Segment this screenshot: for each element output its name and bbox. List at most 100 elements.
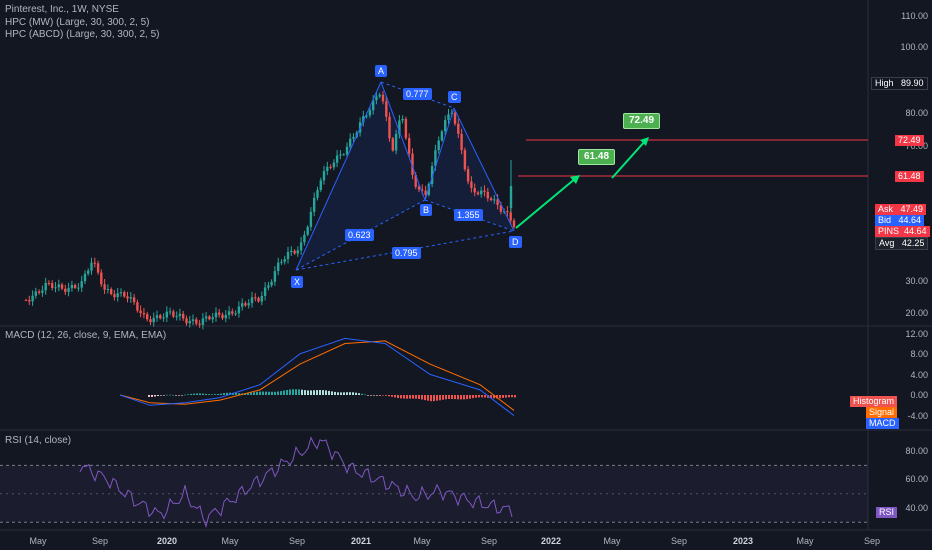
time-tick-label: May bbox=[796, 536, 814, 546]
histogram-bar bbox=[352, 392, 354, 395]
pattern-bcd-fill bbox=[425, 108, 514, 231]
histogram-bar bbox=[514, 395, 516, 398]
candle-body bbox=[54, 287, 57, 289]
candle-body bbox=[31, 295, 34, 302]
candle-body bbox=[391, 138, 394, 151]
candle-body bbox=[67, 288, 70, 292]
candle-body bbox=[434, 150, 437, 167]
candle-body bbox=[453, 112, 457, 124]
histogram-bar bbox=[238, 393, 240, 395]
histogram-bar bbox=[319, 390, 321, 395]
candle-body bbox=[119, 292, 123, 294]
candle-body bbox=[345, 146, 349, 155]
candle-body bbox=[149, 319, 152, 323]
signal-line bbox=[119, 340, 515, 411]
macd-tick-label: 0.00 bbox=[910, 390, 928, 400]
indicator-legend-mw[interactable]: HPC (MW) (Large, 30, 300, 2, 5) bbox=[5, 17, 150, 28]
histogram-bar bbox=[370, 395, 372, 396]
histogram-bar bbox=[295, 389, 297, 395]
rsi-legend[interactable]: RSI (14, close) bbox=[5, 435, 72, 446]
target1-axis-tag: 61.48 bbox=[895, 171, 924, 182]
histogram-bar bbox=[151, 395, 153, 397]
histogram-bar bbox=[469, 395, 471, 399]
candle-body bbox=[270, 281, 273, 286]
candle-body bbox=[283, 259, 286, 262]
candle-body bbox=[322, 171, 326, 181]
histogram-bar bbox=[484, 395, 486, 398]
histogram-bar bbox=[427, 395, 429, 401]
candle-body bbox=[47, 283, 51, 284]
histogram-bar bbox=[424, 395, 426, 401]
histogram-bar bbox=[217, 394, 219, 395]
candle-body bbox=[411, 153, 414, 175]
candle-body bbox=[129, 297, 132, 299]
target2-axis-tag: 72.49 bbox=[895, 135, 924, 146]
pattern-point-a: A bbox=[375, 65, 388, 77]
histogram-bar bbox=[202, 393, 204, 395]
pattern-leg-xa bbox=[295, 81, 382, 271]
histogram-bar bbox=[355, 392, 357, 395]
time-tick-label: 2023 bbox=[732, 536, 754, 546]
histogram-bar bbox=[340, 392, 342, 395]
histogram-bar bbox=[349, 392, 351, 395]
histogram-bar bbox=[490, 395, 492, 399]
candle-body bbox=[319, 180, 322, 190]
price-tick-label: 100.00 bbox=[900, 42, 928, 52]
pattern-point-c: C bbox=[448, 91, 461, 103]
candle-body bbox=[421, 189, 424, 191]
candle-body bbox=[70, 285, 74, 289]
histogram-bar bbox=[376, 395, 378, 396]
time-tick-label: May bbox=[29, 536, 47, 546]
histogram-bar bbox=[304, 390, 306, 395]
histogram-bar bbox=[343, 392, 345, 395]
candle-body bbox=[388, 116, 391, 139]
histogram-bar bbox=[268, 391, 270, 395]
candle-body bbox=[204, 316, 208, 319]
candle-body bbox=[224, 314, 227, 319]
histogram-bar bbox=[220, 393, 222, 395]
macd-tick-label: 8.00 bbox=[910, 349, 928, 359]
histogram-bar bbox=[313, 390, 315, 395]
macd-legend[interactable]: MACD (12, 26, close, 9, EMA, EMA) bbox=[5, 330, 167, 341]
grid-lines bbox=[0, 0, 932, 531]
candle-body bbox=[306, 226, 309, 235]
indicator-legend-abcd[interactable]: HPC (ABCD) (Large, 30, 300, 2, 5) bbox=[5, 29, 160, 40]
histogram-bar bbox=[259, 391, 261, 395]
candle-body bbox=[132, 297, 136, 303]
candle-body bbox=[185, 318, 188, 324]
candle-body bbox=[466, 169, 470, 182]
time-tick-label: 2022 bbox=[540, 536, 562, 546]
histogram-bar bbox=[382, 395, 384, 396]
candle-body bbox=[51, 283, 54, 288]
candle-body bbox=[499, 205, 503, 212]
candle-body bbox=[424, 190, 427, 195]
time-tick-label: May bbox=[221, 536, 239, 546]
candle-body bbox=[506, 211, 509, 213]
candle-body bbox=[28, 300, 31, 302]
candle-body bbox=[483, 190, 486, 192]
candle-body bbox=[188, 321, 191, 324]
candle-body bbox=[136, 302, 139, 311]
histogram-bar bbox=[262, 391, 264, 395]
histogram-bar bbox=[301, 389, 303, 395]
histogram-bar bbox=[265, 391, 267, 395]
histogram-bar bbox=[277, 391, 279, 395]
histogram-bar bbox=[397, 395, 399, 398]
histogram-bar bbox=[493, 395, 495, 399]
projection-arrows bbox=[515, 137, 649, 229]
histogram-bar bbox=[448, 395, 450, 399]
histogram-bar bbox=[457, 395, 459, 400]
candle-body bbox=[103, 284, 106, 290]
histogram-bar bbox=[226, 392, 228, 395]
macd-tick-label: -4.00 bbox=[907, 411, 928, 421]
histogram-bar bbox=[331, 391, 333, 395]
time-tick-label: 2020 bbox=[156, 536, 178, 546]
candle-body bbox=[362, 116, 365, 123]
candle-body bbox=[60, 284, 64, 289]
histogram-bar bbox=[394, 395, 396, 398]
candle-body bbox=[195, 319, 198, 324]
price-tick-label: 20.00 bbox=[905, 308, 928, 318]
candle-body bbox=[286, 252, 290, 260]
